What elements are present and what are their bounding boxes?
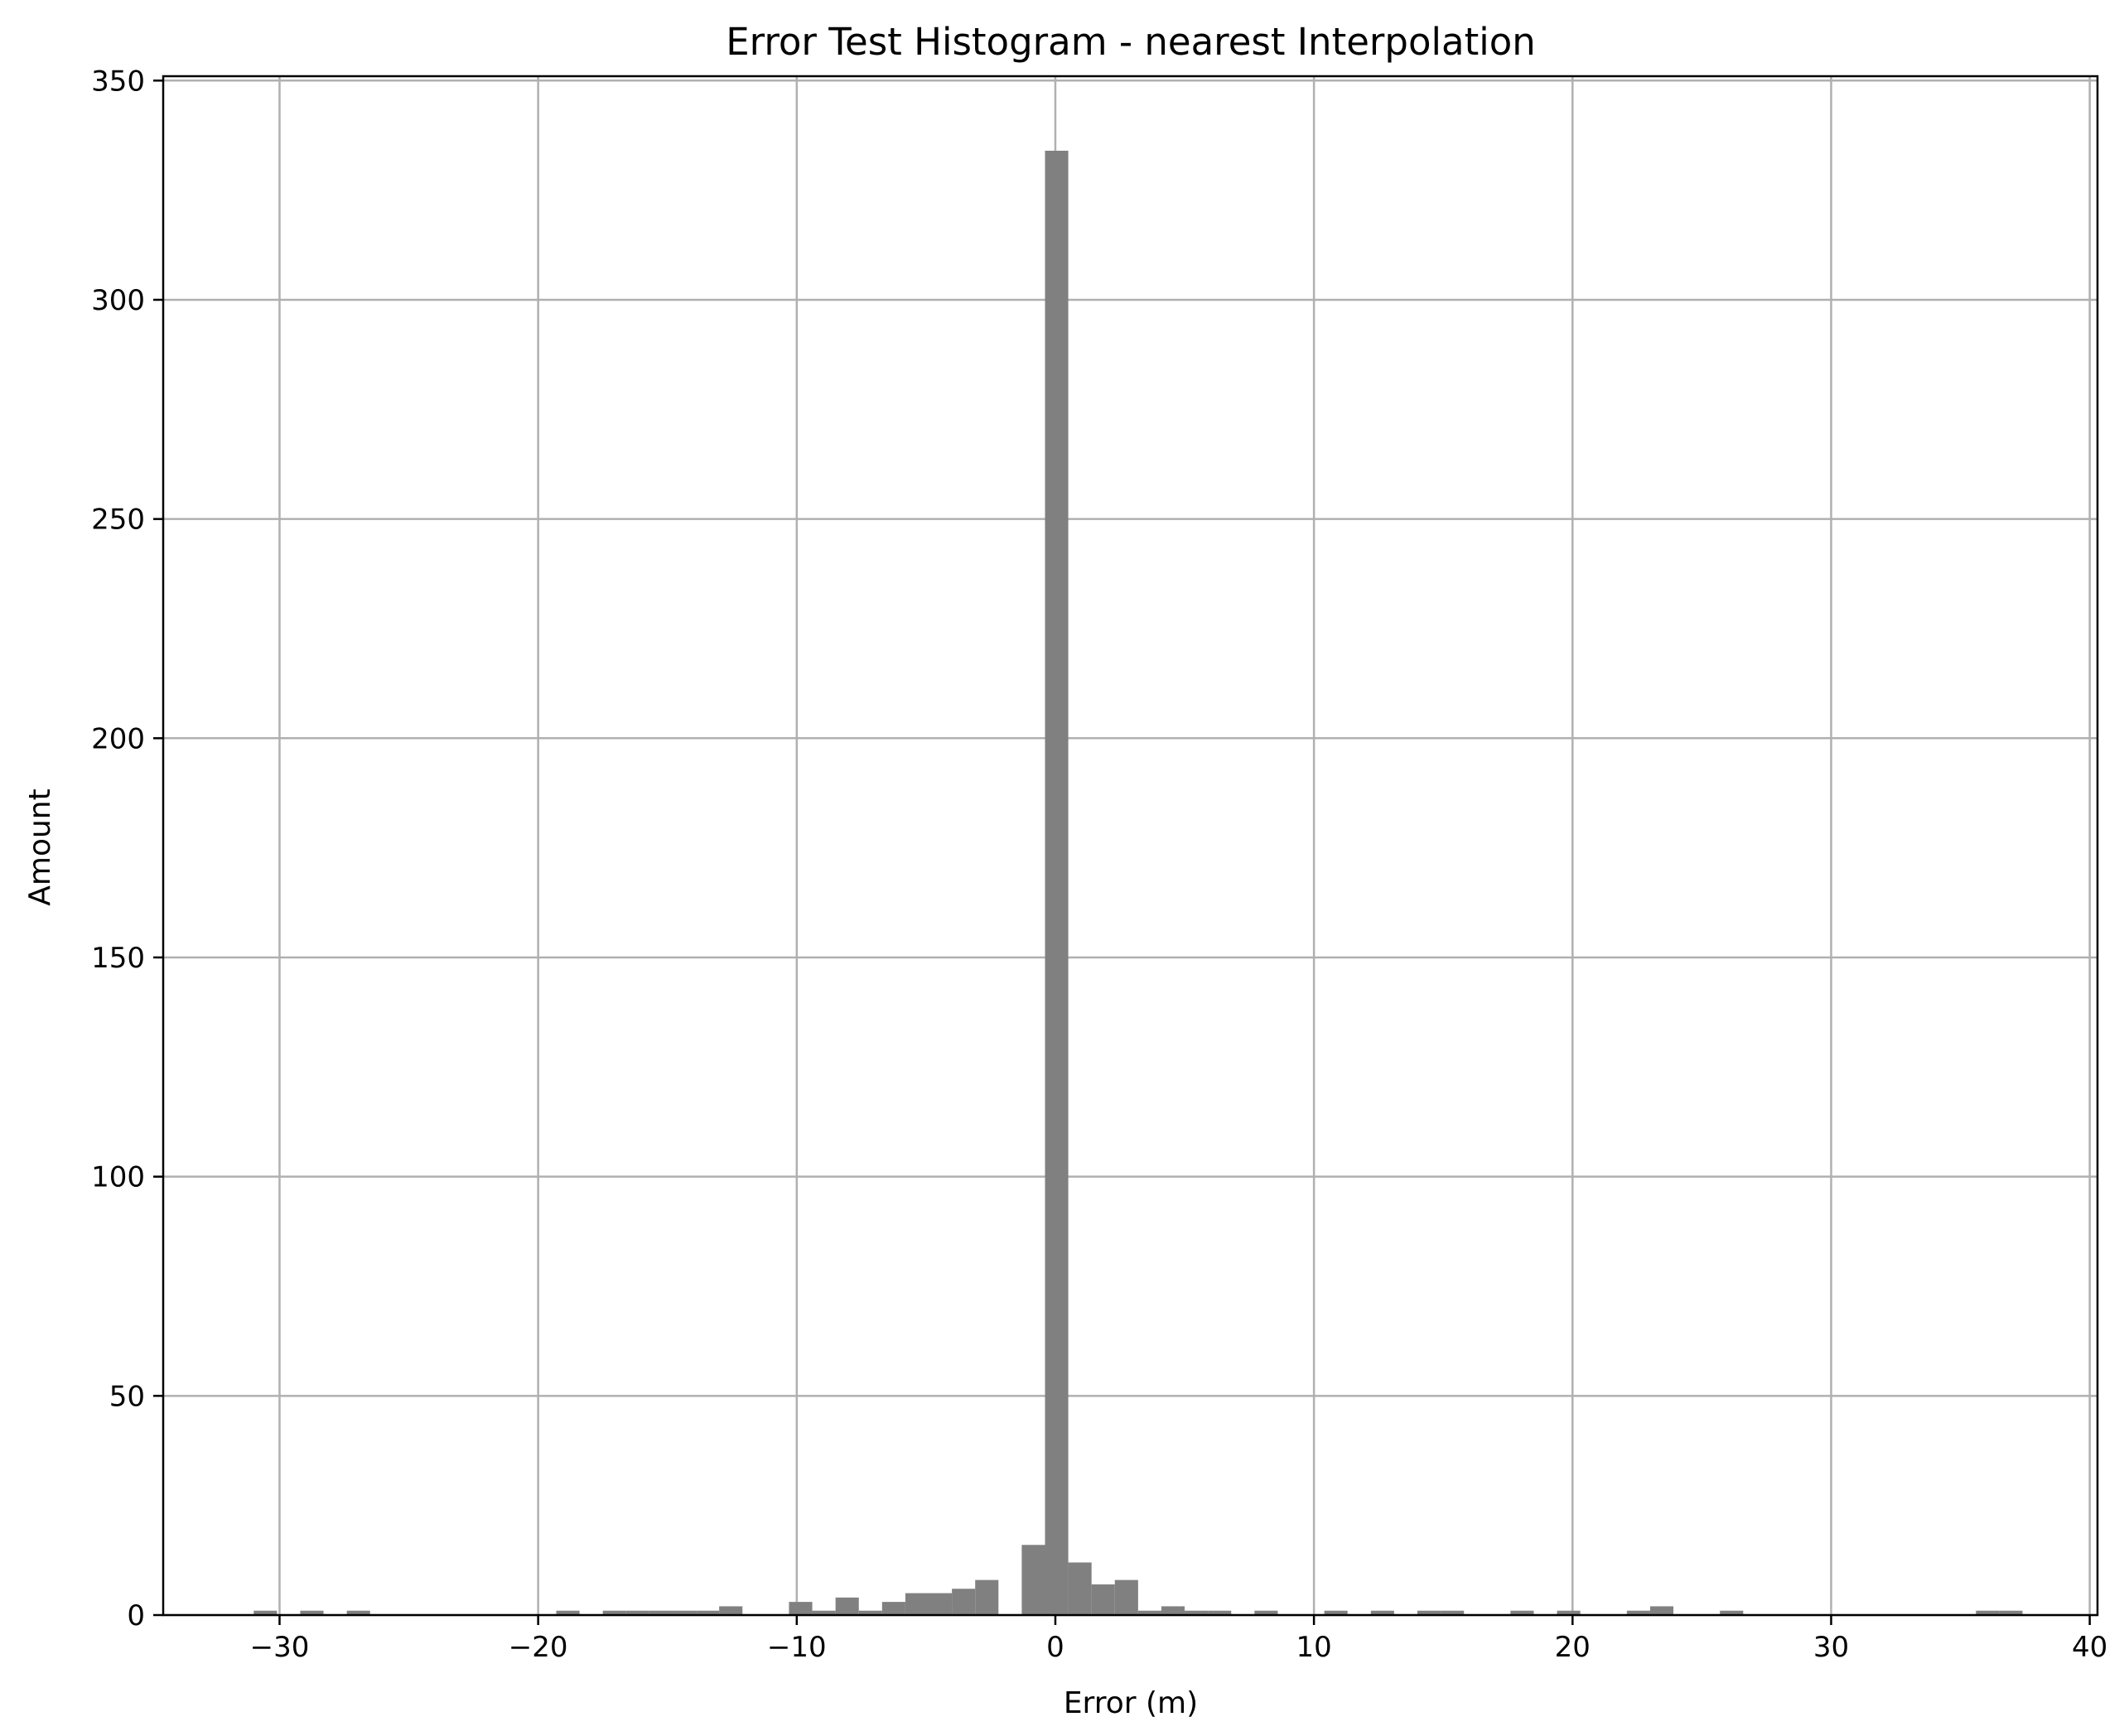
histogram-bars xyxy=(253,150,2023,1615)
histogram-bar xyxy=(1510,1610,1534,1615)
histogram-bar xyxy=(556,1610,580,1615)
y-tick-label: 200 xyxy=(91,722,145,755)
histogram-bar xyxy=(1137,1610,1161,1615)
histogram-bar xyxy=(835,1597,859,1615)
histogram-bar xyxy=(1626,1610,1650,1615)
y-tick-label: 0 xyxy=(127,1599,145,1632)
x-tick-label: 10 xyxy=(1296,1631,1332,1664)
histogram-bar xyxy=(719,1606,743,1615)
x-tick-label: −20 xyxy=(509,1631,568,1664)
histogram-bar xyxy=(1324,1610,1348,1615)
histogram-bar xyxy=(1091,1584,1115,1615)
histogram-bar xyxy=(1045,150,1069,1615)
histogram-bar xyxy=(1976,1610,2000,1615)
histogram-bar xyxy=(1370,1610,1394,1615)
histogram-bar xyxy=(1999,1610,2023,1615)
y-tick-label: 50 xyxy=(109,1380,145,1413)
y-tick-label: 350 xyxy=(91,65,145,98)
histogram-bar xyxy=(1021,1545,1045,1615)
histogram-bar xyxy=(858,1610,882,1615)
histogram-bar xyxy=(1649,1606,1674,1615)
y-axis-title: Amount xyxy=(23,788,57,905)
histogram-bar xyxy=(602,1610,626,1615)
histogram-bar xyxy=(905,1593,929,1615)
y-tick-label: 150 xyxy=(91,942,145,975)
x-tick-label: 40 xyxy=(2072,1631,2107,1664)
histogram-bar xyxy=(649,1610,673,1615)
plot-frame xyxy=(162,75,2099,1617)
histogram-bar xyxy=(625,1610,649,1615)
histogram-bar xyxy=(696,1610,720,1615)
x-tick-label: −30 xyxy=(250,1631,310,1664)
histogram-bar xyxy=(881,1602,905,1615)
histogram-bar xyxy=(300,1610,324,1615)
histogram-bar xyxy=(952,1589,976,1615)
histogram-bar xyxy=(1068,1562,1092,1615)
chart-title: Error Test Histogram - nearest Interpola… xyxy=(726,20,1536,64)
histogram-bar xyxy=(1441,1610,1465,1615)
histogram-bar xyxy=(789,1602,813,1615)
histogram-bar xyxy=(929,1593,953,1615)
x-axis-title: Error (m) xyxy=(1064,1686,1198,1720)
x-tick-label: 20 xyxy=(1555,1631,1591,1664)
y-tick-label: 100 xyxy=(91,1161,145,1194)
histogram-bar xyxy=(812,1610,836,1615)
x-tick-label: 30 xyxy=(1813,1631,1849,1664)
y-tick-label: 300 xyxy=(91,284,145,317)
axis-ticks: −30 −20 −10 0 10 20 30 40 0 50 100 150 200 250 300 350 xyxy=(91,65,2107,1664)
x-tick-label: −10 xyxy=(767,1631,827,1664)
histogram-bar xyxy=(1720,1610,1744,1615)
histogram-bar xyxy=(1114,1579,1138,1615)
histogram-bar xyxy=(1208,1610,1232,1615)
histogram-bar xyxy=(1161,1606,1185,1615)
histogram-bar xyxy=(1254,1610,1278,1615)
histogram-bar xyxy=(1417,1610,1441,1615)
histogram-bar xyxy=(672,1610,697,1615)
histogram-bar xyxy=(346,1610,370,1615)
histogram-bar xyxy=(975,1579,999,1615)
histogram-bar xyxy=(1185,1610,1209,1615)
x-tick-label: 0 xyxy=(1046,1631,1064,1664)
histogram-bar xyxy=(1557,1610,1581,1615)
histogram-bar xyxy=(253,1610,278,1615)
y-tick-label: 250 xyxy=(91,504,145,537)
